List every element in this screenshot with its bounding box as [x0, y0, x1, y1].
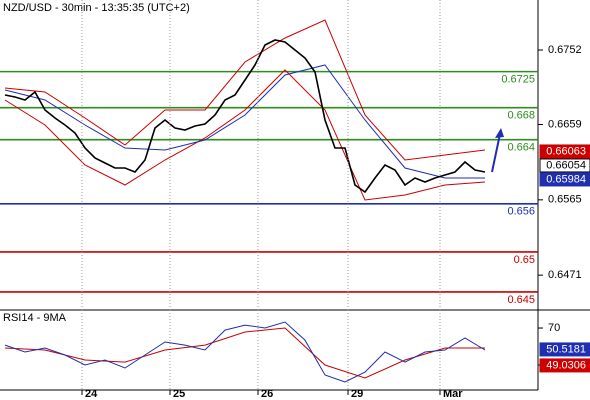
last-value-label: 0.66054 [546, 159, 586, 171]
series-line [4, 327, 485, 379]
y-tick-label: 0.6565 [548, 194, 582, 206]
x-tick-label: 29 [351, 388, 363, 400]
y-tick-label: 70 [548, 322, 560, 334]
x-tick-label: 26 [261, 388, 273, 400]
last-value-box [539, 172, 590, 187]
forecast-arrowhead [495, 128, 504, 138]
last-value-box [539, 358, 590, 373]
series-line [4, 64, 485, 179]
level-label: 0.6725 [501, 74, 535, 86]
y-tick-label: 0.6659 [548, 118, 582, 130]
level-label: 0.65 [514, 254, 535, 266]
y-tick-label: 0.6752 [548, 44, 582, 56]
panel-title: NZD/USD - 30min - 13:35:35 (UTC+2) [3, 2, 190, 14]
last-value-box [539, 158, 590, 173]
last-value-label: 0.65984 [546, 173, 586, 185]
series-line [4, 39, 486, 194]
level-label: 0.645 [507, 294, 535, 306]
panel-title: RSI14 - 9MA [3, 312, 67, 324]
last-value-box [539, 342, 590, 357]
last-value-box [539, 144, 590, 159]
forecast-arrow [491, 133, 501, 173]
series-line [4, 19, 486, 161]
level-label: 0.664 [507, 142, 535, 154]
series-line [4, 69, 486, 201]
series-line [4, 321, 486, 383]
last-value-label: 50.5181 [546, 343, 586, 355]
x-tick-label: Mar [443, 388, 463, 400]
level-label: 0.668 [507, 110, 535, 122]
last-value-label: 0.66063 [546, 145, 586, 157]
level-label: 0.656 [507, 206, 535, 218]
x-tick-label: 25 [173, 388, 185, 400]
last-value-label: 49.0306 [546, 359, 586, 371]
x-tick-label: 24 [85, 388, 98, 400]
y-tick-label: 0.6471 [548, 269, 582, 281]
